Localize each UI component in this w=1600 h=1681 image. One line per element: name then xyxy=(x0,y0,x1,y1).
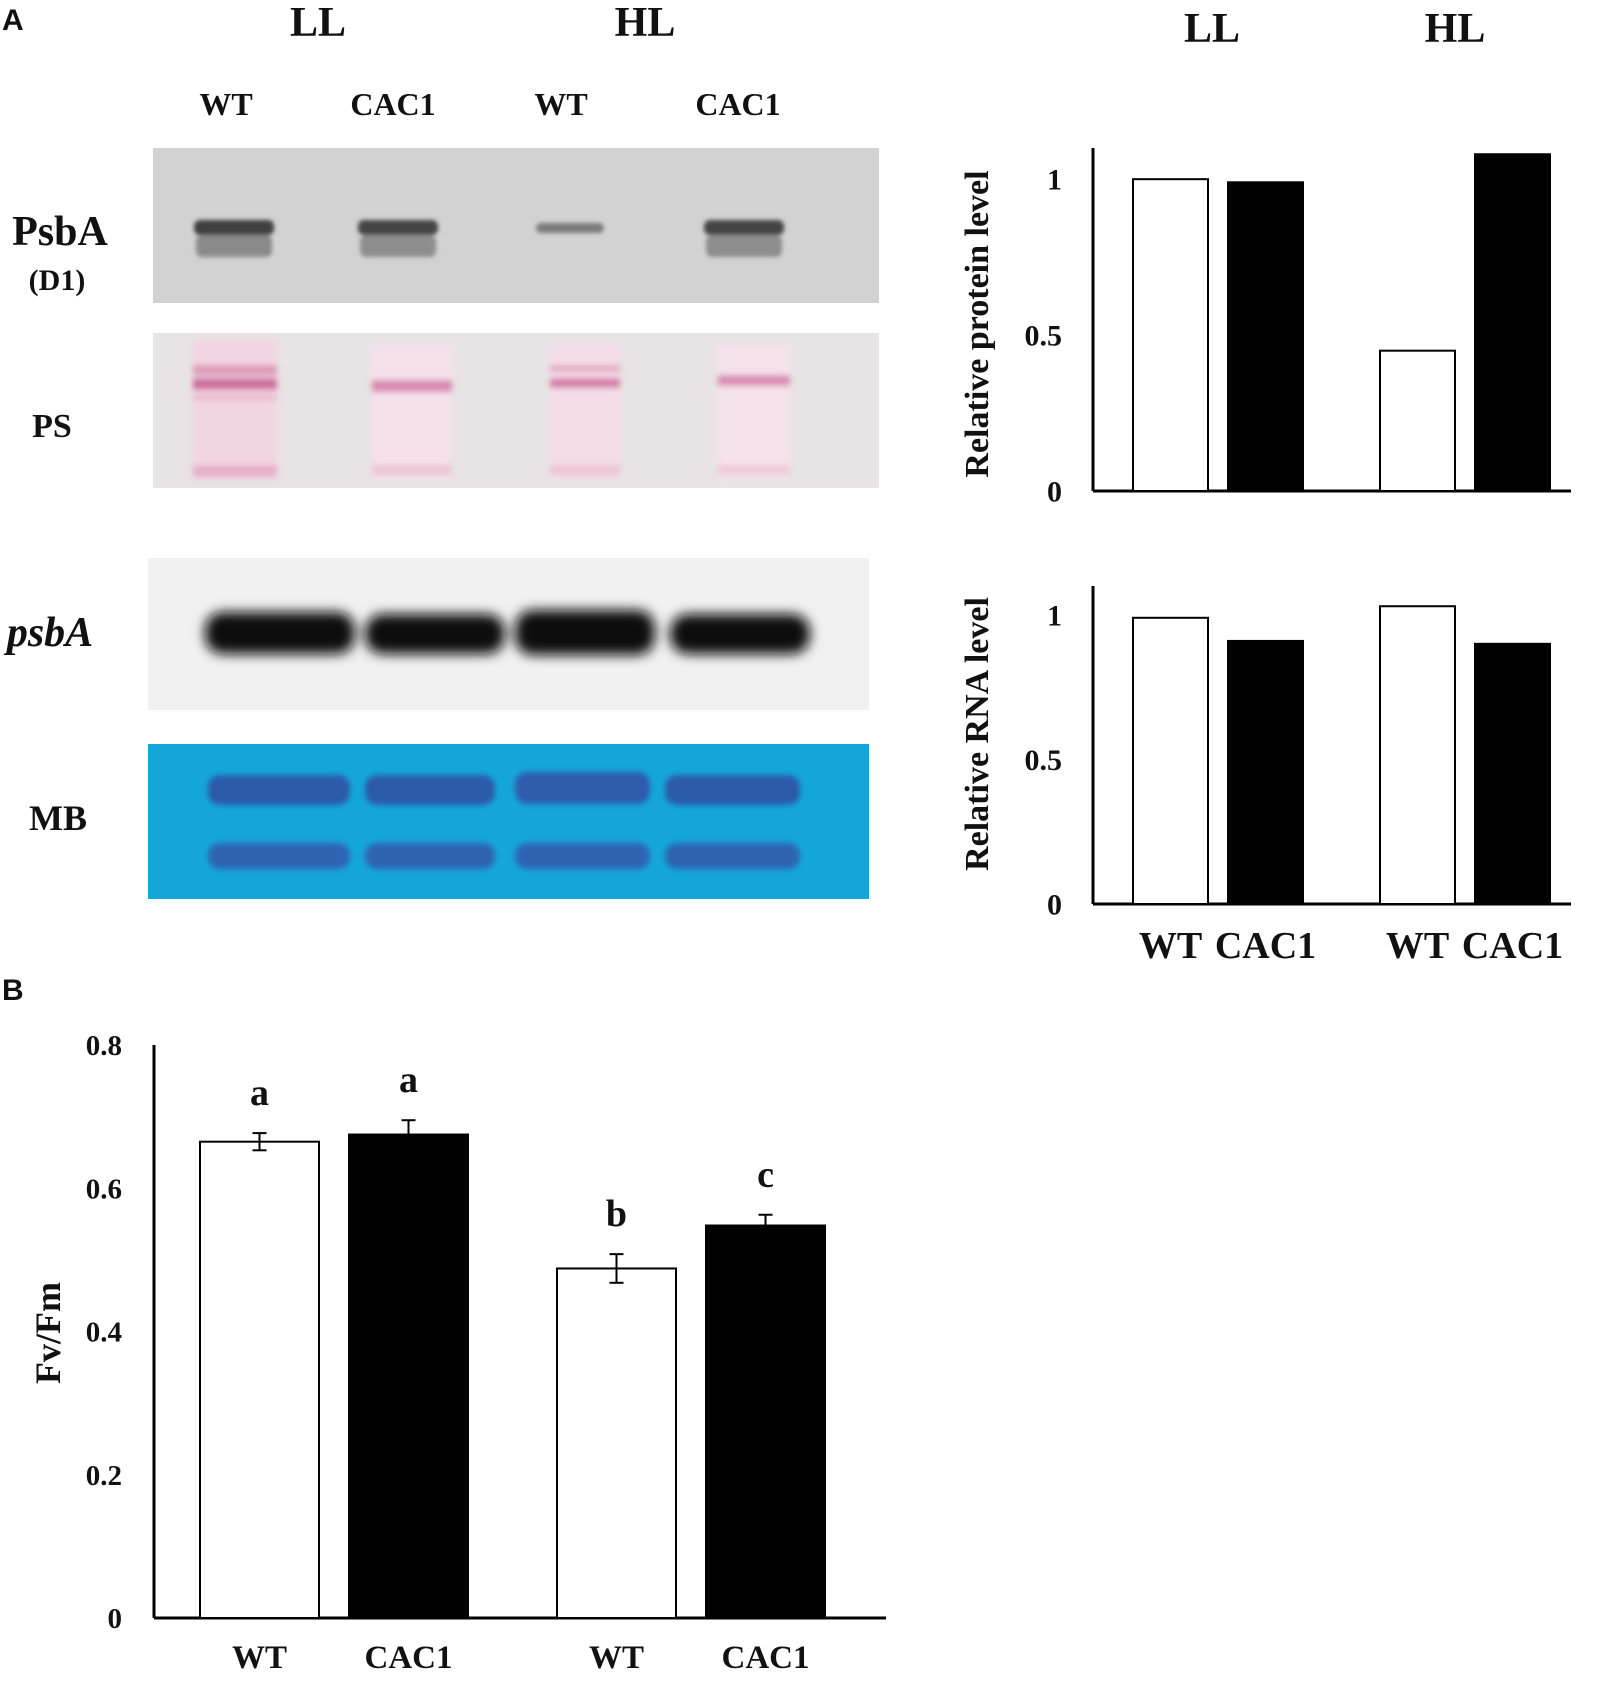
panel-a-label: A xyxy=(2,4,24,37)
bar xyxy=(1227,639,1304,905)
row-label-mb: MB xyxy=(29,798,87,838)
blot-group-label-hl: HL xyxy=(615,0,676,46)
y-tick-label: 0.5 xyxy=(1025,744,1063,777)
row-label-psba-rna: psbA xyxy=(4,610,93,656)
blot-header: LL HL WT CAC1 WT CAC1 xyxy=(199,0,780,122)
x-tick-label: CAC1 xyxy=(722,1640,810,1676)
y-tick-label: 0.5 xyxy=(1025,320,1063,353)
row-label-ps: PS xyxy=(32,408,72,445)
blot-group-label-ll: LL xyxy=(290,0,346,46)
y-axis-label: Fv/Fm xyxy=(28,1282,68,1384)
x-tick-label: WT xyxy=(232,1640,287,1676)
blot-lane-label: CAC1 xyxy=(350,86,435,122)
y-tick-label: 0.2 xyxy=(86,1460,122,1492)
bar xyxy=(1379,605,1456,906)
bar xyxy=(1474,153,1551,492)
bar xyxy=(705,1224,826,1619)
ponceau-stain-image xyxy=(153,333,879,488)
y-tick-label: 0 xyxy=(108,1603,123,1635)
y-tick-label: 0 xyxy=(1047,889,1062,922)
x-tick-label: CAC1 xyxy=(1215,925,1316,967)
bar xyxy=(348,1133,469,1619)
x-tick-label: WT xyxy=(1139,925,1202,967)
bar xyxy=(1227,181,1304,493)
y-tick-label: 0.8 xyxy=(86,1030,122,1062)
x-tick-label: CAC1 xyxy=(365,1640,453,1676)
y-tick-label: 0.6 xyxy=(86,1173,122,1205)
bar xyxy=(1132,616,1209,905)
row-label-d1: (D1) xyxy=(29,264,86,297)
significance-letter: a xyxy=(399,1059,418,1101)
blot-lane-label: CAC1 xyxy=(695,86,780,122)
y-tick-label: 0.4 xyxy=(86,1317,122,1349)
x-tick-label: WT xyxy=(1386,925,1449,967)
chart-group-label-ll: LL xyxy=(1184,6,1240,52)
y-tick-label: 1 xyxy=(1047,599,1062,632)
bar xyxy=(556,1267,677,1619)
significance-letter: b xyxy=(606,1193,627,1235)
x-tick-label: WT xyxy=(589,1640,644,1676)
protein-level-chart: LL HL Relative protein level 0 0.5 1 xyxy=(959,6,1571,509)
y-axis-label: Relative protein level xyxy=(959,170,996,477)
panel-b-label: B xyxy=(2,974,24,1007)
northern-blot-image xyxy=(148,558,869,710)
fvfm-chart: Fv/Fm 0 0.2 0.4 0.6 0.8 a WT a CAC1 b WT c CAC1 xyxy=(28,1030,886,1676)
rna-level-chart: Relative RNA level 0 0.5 1 WT CAC1 WT CAC1 xyxy=(959,586,1571,967)
western-blot-image xyxy=(153,148,879,303)
chart-group-label-hl: HL xyxy=(1425,6,1486,52)
blot-lane-label: WT xyxy=(534,86,587,122)
y-axis-label: Relative RNA level xyxy=(959,597,996,871)
significance-letter: a xyxy=(250,1072,269,1114)
bar xyxy=(1132,178,1209,492)
bar xyxy=(199,1140,320,1619)
methylene-blue-image xyxy=(148,744,869,899)
bar xyxy=(1379,349,1456,492)
x-tick-label: CAC1 xyxy=(1462,925,1563,967)
y-tick-label: 0 xyxy=(1047,476,1062,509)
significance-letter: c xyxy=(757,1154,774,1196)
blot-lane-label: WT xyxy=(199,86,252,122)
row-label-psba-protein: PsbA xyxy=(12,209,108,255)
y-tick-label: 1 xyxy=(1047,164,1062,197)
bar xyxy=(1474,642,1551,905)
